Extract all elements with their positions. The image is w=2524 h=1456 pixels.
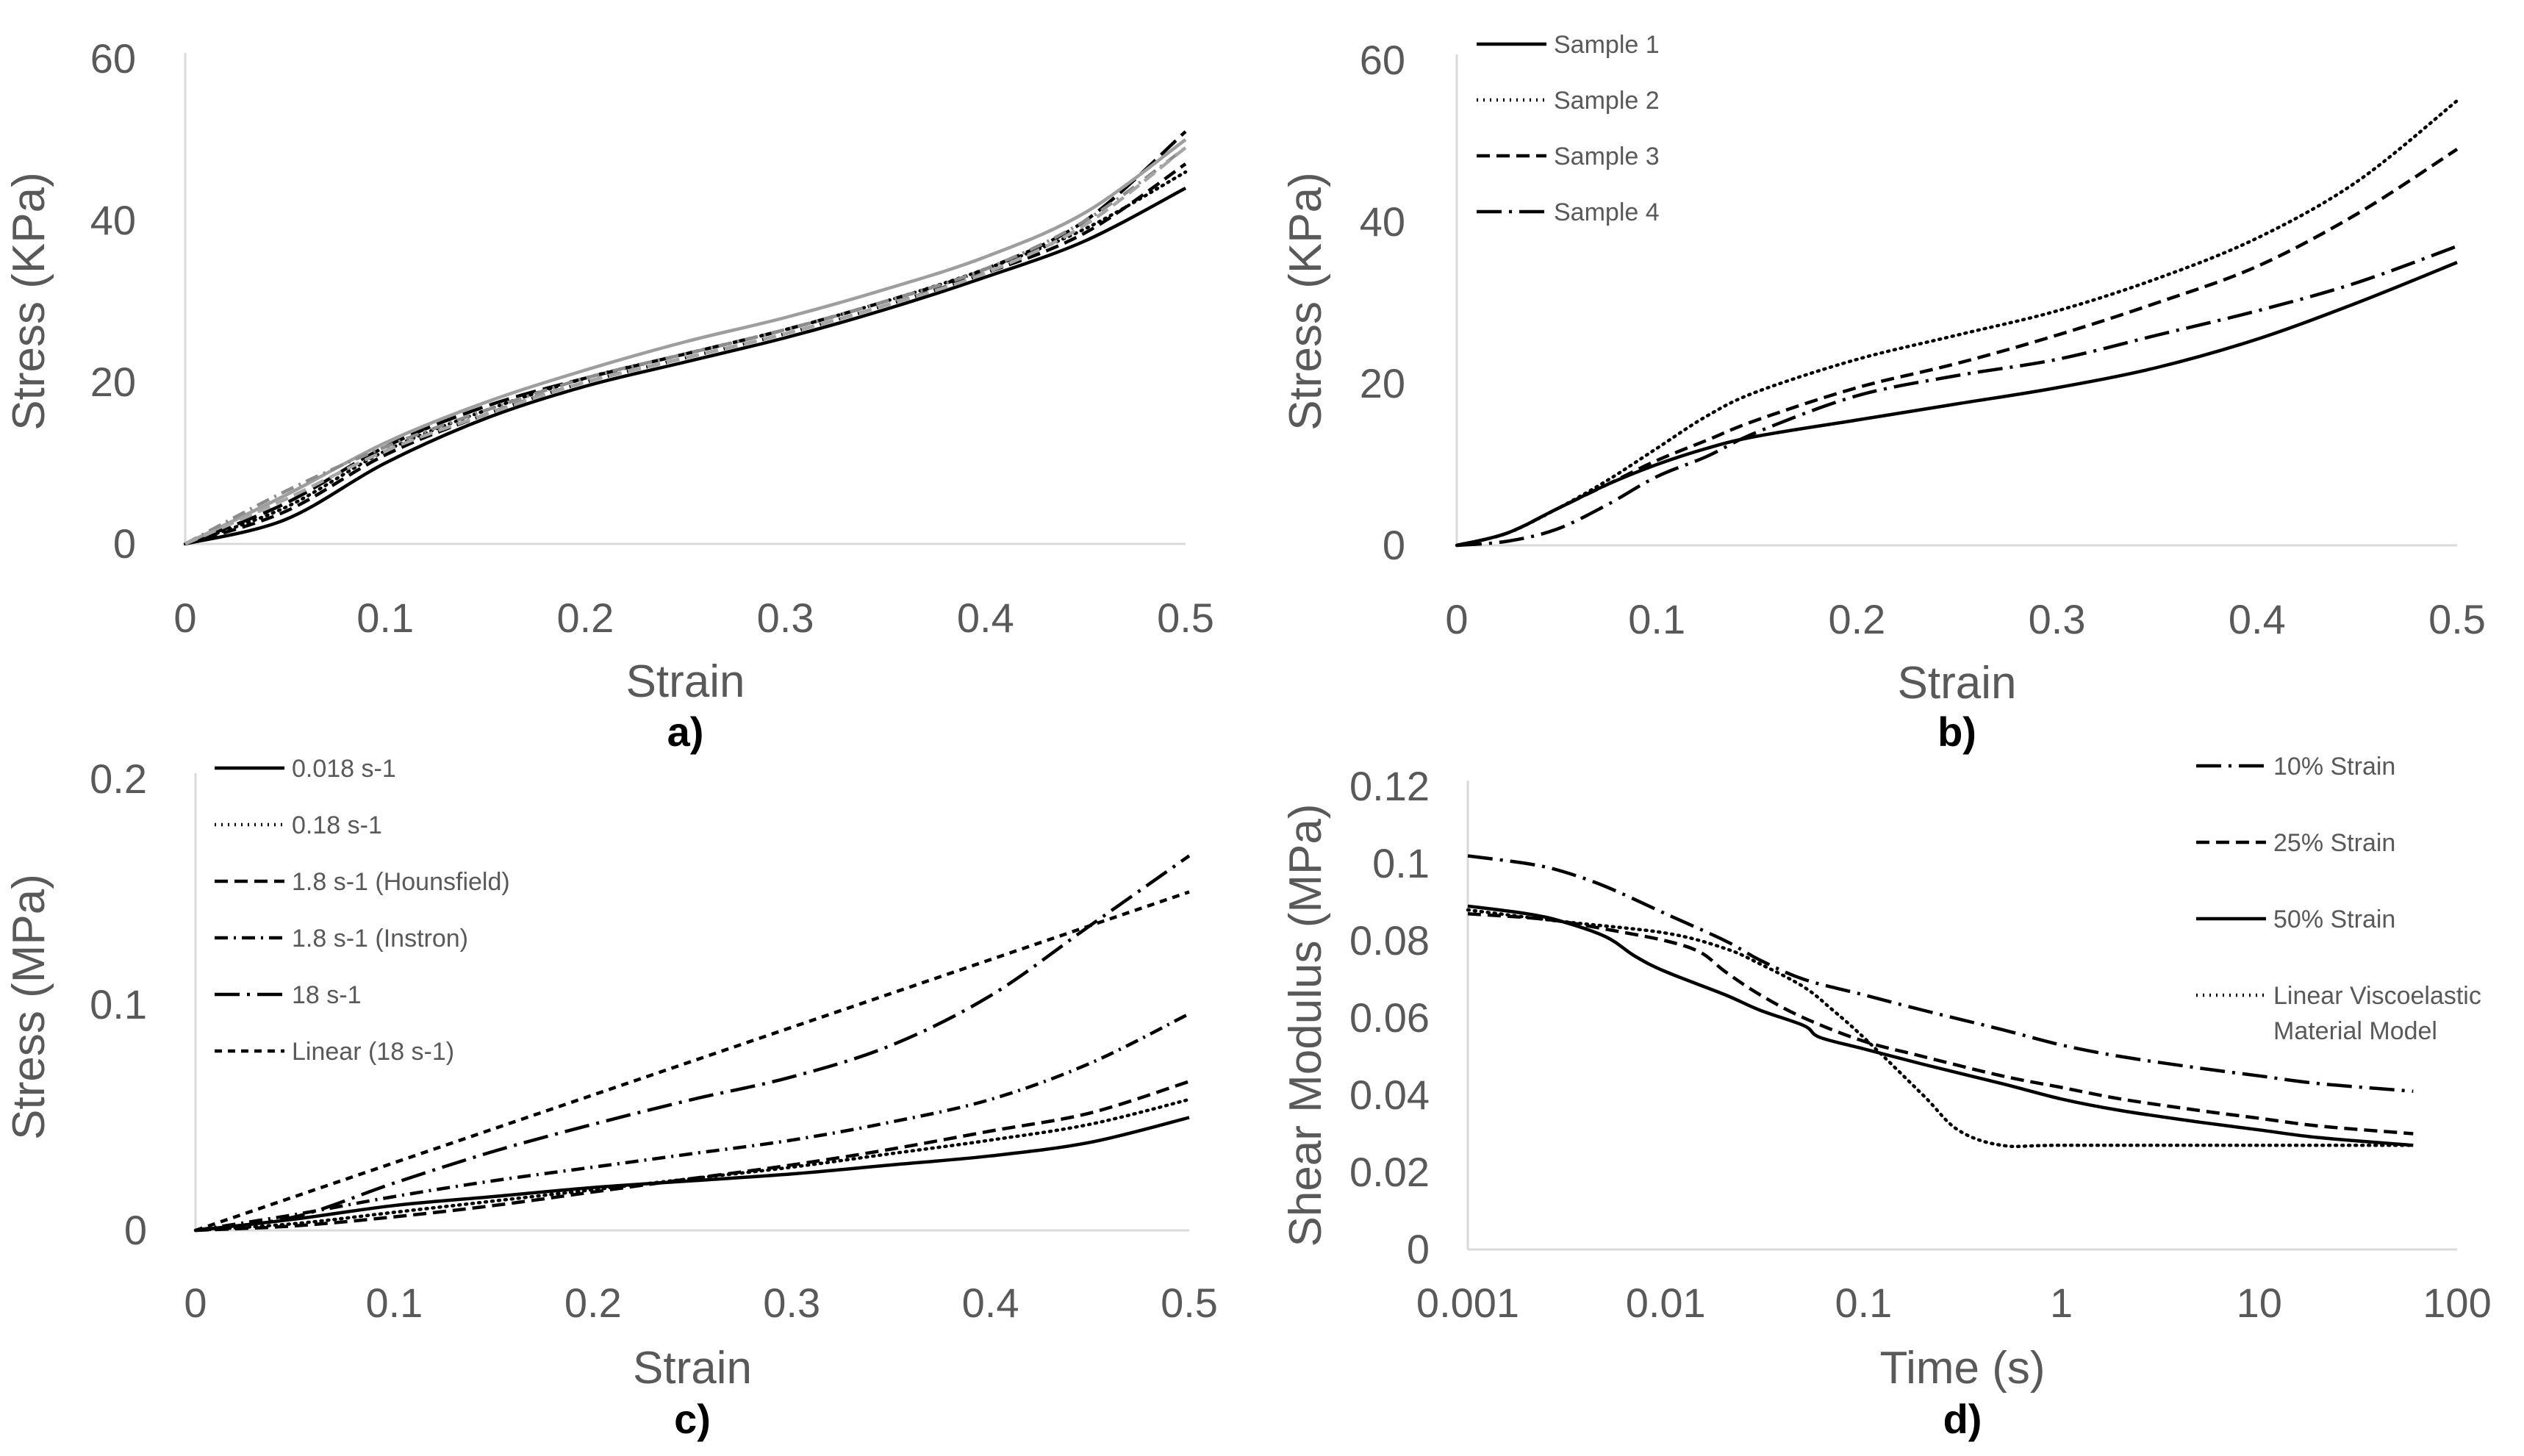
- legend-label: Linear (18 s-1): [292, 1038, 454, 1066]
- series-line-6: [195, 890, 1190, 1233]
- panel-label: a): [667, 709, 704, 755]
- y-tick-label: 60: [90, 35, 136, 82]
- y-axis-title: Stress (KPa): [1280, 172, 1331, 430]
- x-tick-label: 0.5: [1161, 1280, 1218, 1326]
- y-tick-label: 0: [1383, 522, 1405, 568]
- y-tick-label: 0.2: [90, 756, 147, 802]
- x-axis-title: Strain: [626, 656, 745, 707]
- x-tick-label: 100: [2423, 1280, 2491, 1326]
- y-tick-label: 40: [1360, 198, 1405, 245]
- y-tick-label: 0.02: [1349, 1149, 1430, 1195]
- x-tick-label: 0.1: [365, 1280, 423, 1326]
- series-line-1: [1456, 260, 2458, 548]
- x-tick-label: 0: [1445, 596, 1468, 642]
- legend: 10% Strain 25% Strain 50% Strain Linear Vis…: [2196, 753, 2481, 1045]
- series-line-2: [1467, 912, 2414, 1136]
- chart-c: 0 0.1 0.2 0 0.1 0.2 0.3 0.4 0.5 Stress (MPa) Strai…: [4, 755, 1218, 1442]
- x-tick-label: 0.3: [2029, 596, 2086, 642]
- y-tick-label: 0: [124, 1207, 147, 1253]
- legend-label: 50% Strain: [2273, 905, 2395, 933]
- x-tick-label: 0.2: [556, 595, 614, 641]
- y-axis-title: Stress (KPa): [4, 172, 54, 430]
- y-tick-label: 60: [1360, 37, 1405, 83]
- legend-label: 0.18 s-1: [292, 811, 382, 839]
- legend-label: Sample 4: [1554, 198, 1660, 226]
- legend-label: 18 s-1: [292, 981, 362, 1009]
- x-tick-label: 0: [173, 595, 196, 641]
- x-tick-label: 0.01: [1626, 1280, 1706, 1326]
- y-tick-label: 0.06: [1349, 994, 1430, 1041]
- x-tick-label: 0.1: [1628, 596, 1685, 642]
- series-line-1: [1467, 854, 2414, 1094]
- x-axis-title: Strain: [633, 1343, 752, 1394]
- series-line-4: [195, 1012, 1191, 1233]
- x-tick-label: 0.4: [957, 595, 1014, 641]
- series-line-2: [1455, 98, 2459, 548]
- y-tick-label: 0.1: [90, 981, 147, 1028]
- series-line-4: [1456, 244, 2458, 548]
- series-line-5: [195, 854, 1191, 1233]
- legend-label: 0.018 s-1: [292, 755, 396, 783]
- series-line-7: [184, 146, 1187, 546]
- series-line-1: [195, 1116, 1190, 1233]
- y-axis-title: Shear Modulus (MPa): [1280, 803, 1331, 1247]
- x-tick-label: 1: [2050, 1280, 2073, 1326]
- legend-label: 1.8 s-1 (Instron): [292, 925, 468, 953]
- series-line-2: [184, 162, 1187, 546]
- series-line-4: [1466, 908, 2415, 1149]
- panel-label: d): [1943, 1396, 1982, 1442]
- y-tick-label: 0.04: [1349, 1072, 1430, 1118]
- x-tick-label: 10: [2237, 1280, 2282, 1326]
- y-tick-label: 0.08: [1349, 917, 1430, 964]
- x-tick-label: 0.5: [1157, 595, 1214, 641]
- legend-label: Sample 2: [1554, 87, 1660, 115]
- y-tick-label: 0: [1407, 1226, 1430, 1272]
- y-tick-label: 0: [113, 520, 136, 567]
- legend: 0.018 s-1 0.18 s-1 1.8 s-1 (Hounsfield) 1.8…: [215, 755, 510, 1066]
- x-tick-label: 0.2: [1828, 596, 1885, 642]
- x-tick-label: 0.4: [962, 1280, 1019, 1326]
- series-line-3: [1456, 148, 2459, 548]
- legend: Sample 1 Sample 2 Sample 3 Sample 4: [1477, 31, 1660, 226]
- x-tick-label: 0: [184, 1280, 207, 1326]
- chart-b: 0 20 40 60 0 0.1 0.2 0.3 0.4 0.5 Stress (KPa) Strai…: [1280, 31, 2486, 755]
- x-tick-label: 0.2: [564, 1280, 622, 1326]
- legend-label: Linear Viscoelastic Material Model: [2273, 982, 2481, 1045]
- series-line-1: [184, 187, 1187, 546]
- x-tick-label: 0.4: [2229, 596, 2286, 642]
- legend-label: 1.8 s-1 (Hounsfield): [292, 868, 510, 896]
- panel-label: b): [1937, 709, 1976, 755]
- y-tick-label: 40: [90, 197, 136, 243]
- series-line-3: [195, 1080, 1190, 1233]
- y-tick-label: 0.12: [1349, 763, 1430, 809]
- legend-label: 25% Strain: [2273, 829, 2395, 857]
- series-line-6: [184, 146, 1187, 545]
- y-tick-label: 20: [1360, 360, 1405, 406]
- legend-label: Sample 3: [1554, 143, 1660, 171]
- chart-a: 0 20 40 60 0 0.1 0.2 0.3 0.4 0.5 Stress (KPa) Strai…: [4, 35, 1214, 755]
- x-axis-title: Time (s): [1880, 1343, 2046, 1394]
- x-tick-label: 0.5: [2428, 596, 2486, 642]
- x-tick-label: 0.3: [757, 595, 814, 641]
- chart-d: 0 0.02 0.04 0.06 0.08 0.1 0.12 0.001 0.01 0.1 1 10 1…: [1280, 753, 2492, 1442]
- legend-label: 10% Strain: [2273, 753, 2395, 781]
- legend-label: Sample 1: [1554, 31, 1660, 59]
- x-tick-label: 0.001: [1416, 1280, 1519, 1326]
- panel-label: c): [674, 1396, 711, 1442]
- x-tick-label: 0.3: [763, 1280, 820, 1326]
- y-tick-label: 20: [90, 359, 136, 405]
- y-axis-title: Stress (MPa): [4, 874, 54, 1140]
- x-axis-title: Strain: [1898, 658, 2017, 709]
- x-tick-label: 0.1: [1835, 1280, 1892, 1326]
- x-tick-label: 0.1: [356, 595, 414, 641]
- y-tick-label: 0.1: [1372, 840, 1430, 886]
- series-line-3: [1467, 904, 2414, 1147]
